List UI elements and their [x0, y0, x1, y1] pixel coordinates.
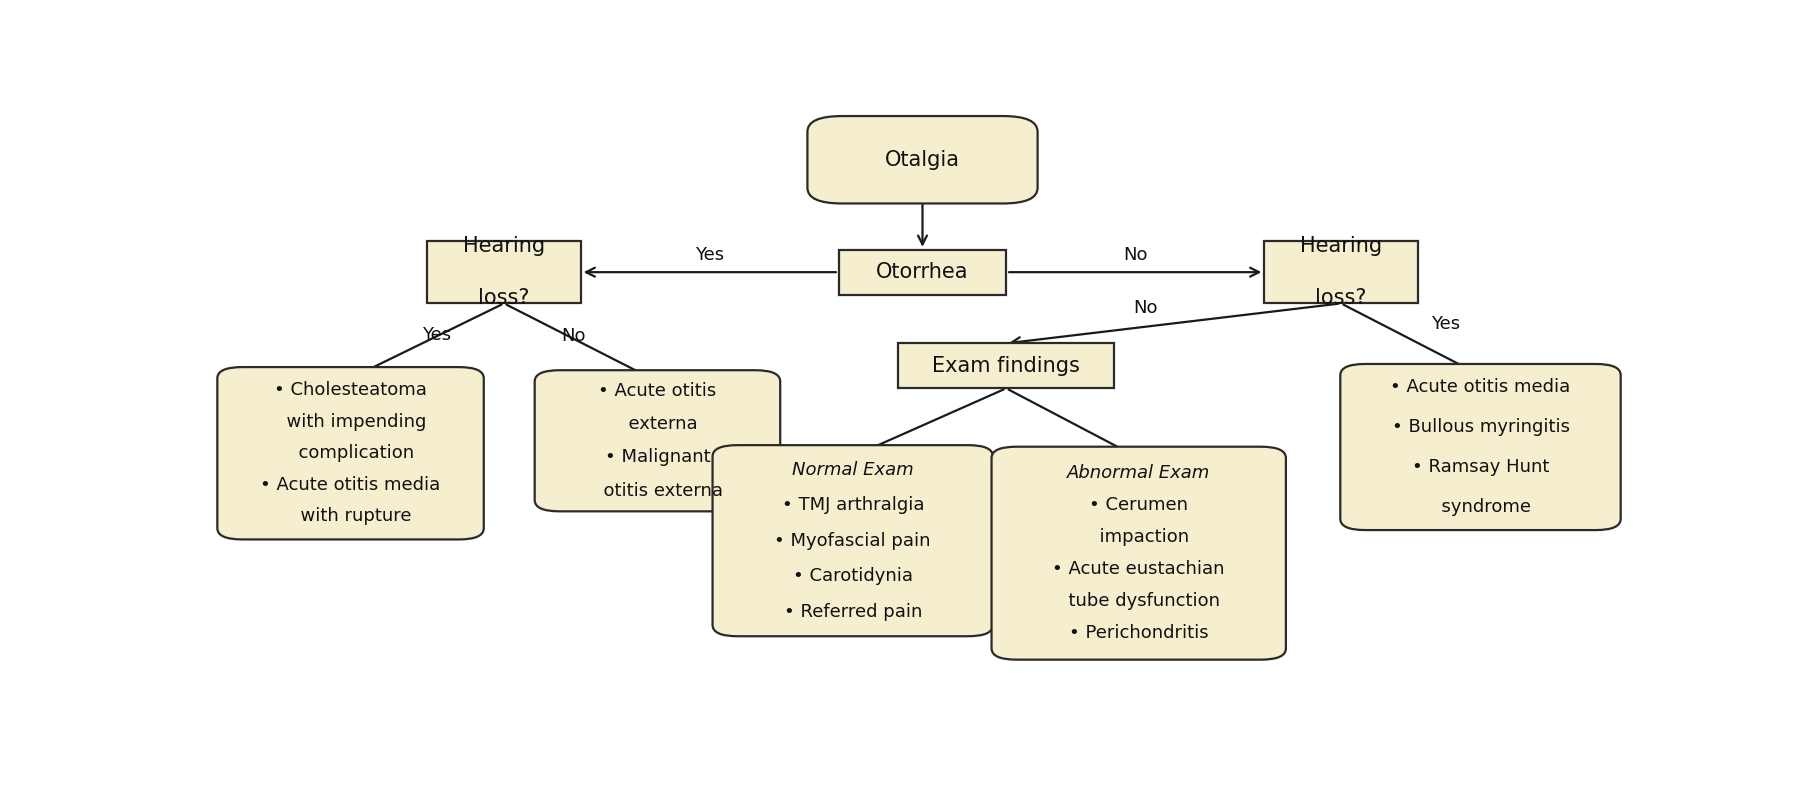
Text: • Acute otitis media: • Acute otitis media [1390, 378, 1571, 396]
Text: tube dysfunction: tube dysfunction [1057, 592, 1220, 610]
Text: Exam findings: Exam findings [932, 356, 1080, 375]
Text: Yes: Yes [1431, 315, 1460, 333]
Text: externa: externa [617, 415, 698, 433]
FancyBboxPatch shape [535, 370, 779, 512]
Text: • Acute otitis media: • Acute otitis media [261, 476, 441, 494]
Text: Yes: Yes [423, 326, 452, 344]
Text: • Referred pain: • Referred pain [783, 603, 922, 620]
Text: Yes: Yes [695, 246, 724, 264]
Text: with rupture: with rupture [290, 507, 412, 526]
FancyBboxPatch shape [218, 367, 484, 539]
FancyBboxPatch shape [713, 445, 994, 637]
Text: loss?: loss? [479, 289, 529, 308]
Text: syndrome: syndrome [1429, 498, 1532, 517]
Text: • Acute eustachian: • Acute eustachian [1053, 560, 1226, 578]
Text: with impending: with impending [275, 413, 427, 431]
Text: complication: complication [286, 444, 414, 462]
Text: • Malignant: • Malignant [605, 448, 711, 466]
Text: Normal Exam: Normal Exam [792, 461, 914, 478]
Text: • TMJ arthralgia: • TMJ arthralgia [781, 496, 923, 514]
Text: Otorrhea: Otorrhea [877, 262, 968, 282]
Text: • Carotidynia: • Carotidynia [792, 567, 913, 585]
Text: Otalgia: Otalgia [886, 150, 959, 169]
FancyBboxPatch shape [992, 447, 1285, 659]
Text: Hearing: Hearing [1300, 236, 1382, 256]
Text: No: No [1123, 246, 1147, 264]
Text: • Myofascial pain: • Myofascial pain [774, 532, 931, 550]
Text: • Cerumen: • Cerumen [1089, 496, 1188, 514]
Text: Hearing: Hearing [463, 236, 545, 256]
Text: • Acute otitis: • Acute otitis [598, 382, 716, 400]
FancyBboxPatch shape [808, 116, 1037, 204]
Text: impaction: impaction [1089, 528, 1190, 546]
Text: No: No [1134, 298, 1157, 317]
Text: No: No [562, 327, 587, 345]
Text: • Cholesteatoma: • Cholesteatoma [274, 381, 427, 399]
Text: otitis externa: otitis externa [592, 482, 724, 500]
FancyBboxPatch shape [839, 250, 1006, 294]
Text: Abnormal Exam: Abnormal Exam [1067, 464, 1210, 483]
Text: • Ramsay Hunt: • Ramsay Hunt [1411, 458, 1550, 476]
Text: • Bullous myringitis: • Bullous myringitis [1391, 418, 1570, 436]
Text: • Perichondritis: • Perichondritis [1069, 624, 1208, 642]
FancyBboxPatch shape [1341, 364, 1620, 530]
FancyBboxPatch shape [1264, 241, 1418, 303]
Text: loss?: loss? [1316, 289, 1366, 308]
FancyBboxPatch shape [898, 343, 1114, 388]
FancyBboxPatch shape [427, 241, 581, 303]
